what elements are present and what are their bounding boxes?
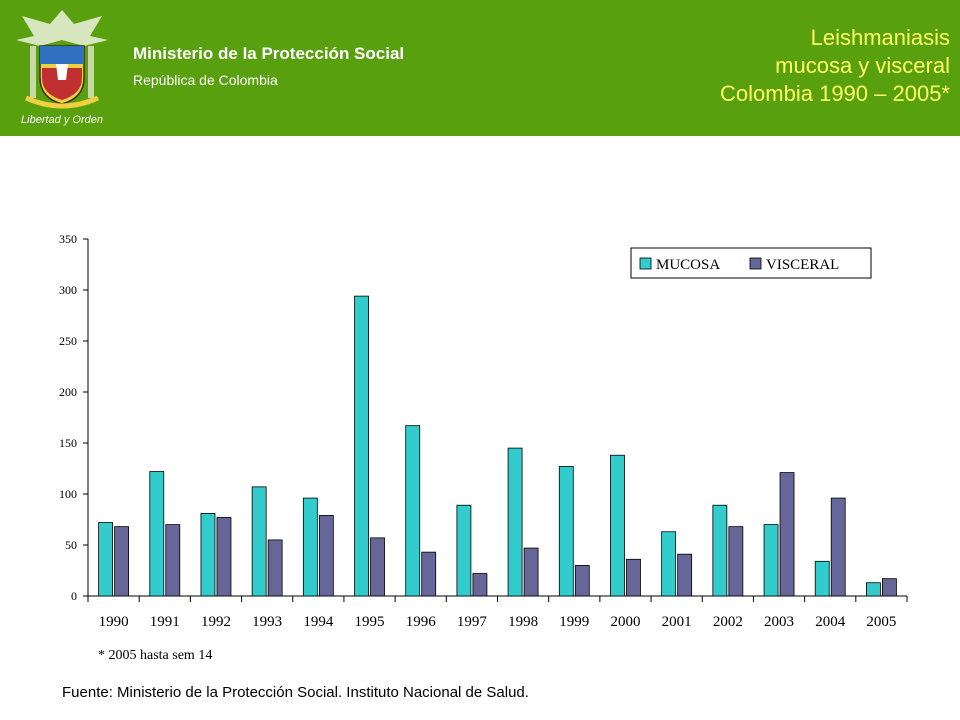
- bar-visceral: [114, 526, 129, 597]
- y-tick-label: 150: [59, 436, 77, 450]
- x-tick-label: 1996: [406, 614, 437, 630]
- footnote: * 2005 hasta sem 14: [98, 648, 213, 663]
- bar-visceral: [370, 537, 385, 597]
- y-tick-label: 200: [59, 385, 77, 399]
- bar-visceral: [267, 539, 283, 597]
- x-tick-label: 1990: [99, 614, 129, 630]
- x-tick-label: 2001: [662, 614, 692, 630]
- bar-mucosa: [251, 486, 267, 597]
- legend-swatch-mucosa: [639, 257, 652, 270]
- source-note: Fuente: Ministerio de la Protección Soci…: [62, 684, 529, 701]
- x-tick-label: 1995: [355, 614, 385, 630]
- republic-name: República de Colombia: [133, 72, 278, 88]
- bar-visceral: [574, 565, 590, 597]
- bar-mucosa: [866, 582, 881, 597]
- legend-label-mucosa: MUCOSA: [656, 257, 720, 273]
- legend-swatch-visceral: [749, 257, 762, 270]
- bar-mucosa: [149, 471, 165, 597]
- legend-label-visceral: VISCERAL: [766, 257, 839, 273]
- bar-visceral: [626, 558, 641, 597]
- x-tick-label: 1998: [508, 614, 538, 630]
- bar-mucosa: [558, 466, 574, 597]
- bar-visceral: [318, 515, 334, 597]
- title-line-2: mucosa y visceral: [775, 53, 950, 78]
- x-tick-label: 2004: [815, 614, 846, 630]
- bar-visceral: [165, 524, 181, 597]
- bar-visceral: [728, 526, 744, 597]
- x-tick-label: 2002: [713, 614, 743, 630]
- y-tick-label: 0: [71, 589, 77, 603]
- bar-visceral: [472, 573, 488, 597]
- x-tick-label: 2005: [866, 614, 896, 630]
- header-banner: Libertad y Orden Ministerio de la Protec…: [0, 0, 960, 136]
- bar-visceral: [830, 497, 846, 597]
- bar-mucosa: [200, 512, 216, 597]
- coat-of-arms-logo: Libertad y Orden: [16, 10, 108, 126]
- bar-visceral: [779, 472, 795, 597]
- y-tick-label: 300: [59, 283, 77, 297]
- bar-mucosa: [405, 425, 421, 597]
- title-line-1: Leishmaniasis: [810, 25, 950, 50]
- bar-mucosa: [507, 447, 523, 597]
- x-tick-label: 2003: [764, 614, 794, 630]
- bar-mucosa: [354, 295, 369, 597]
- bar-mucosa: [661, 531, 677, 597]
- slide-title: Leishmaniasis mucosa y visceral Colombia…: [720, 24, 950, 108]
- bar-visceral: [216, 517, 232, 597]
- title-line-3: Colombia 1990 – 2005*: [720, 81, 950, 106]
- x-tick-label: 1991: [150, 614, 180, 630]
- x-tick-label: 1992: [201, 614, 231, 630]
- bar-mucosa: [98, 522, 113, 597]
- ministry-name: Ministerio de la Protección Social: [133, 44, 405, 63]
- x-tick-label: 1997: [457, 614, 488, 630]
- bar-mucosa: [456, 504, 472, 597]
- bar-visceral: [677, 553, 693, 597]
- bar-mucosa: [302, 497, 318, 597]
- x-tick-label: 2000: [610, 614, 640, 630]
- bar-mucosa: [610, 454, 625, 597]
- bar-visceral: [882, 578, 897, 597]
- bar-mucosa: [763, 524, 779, 597]
- bar-mucosa: [814, 560, 830, 597]
- y-tick-label: 250: [59, 334, 77, 348]
- x-tick-label: 1993: [252, 614, 282, 630]
- y-tick-label: 100: [59, 487, 77, 501]
- bar-visceral: [421, 551, 437, 597]
- bar-visceral: [523, 547, 539, 597]
- x-tick-label: 1999: [559, 614, 589, 630]
- y-tick-label: 350: [59, 232, 77, 246]
- x-tick-label: 1994: [303, 614, 334, 630]
- logo-motto: Libertad y Orden: [21, 114, 103, 126]
- bar-mucosa: [712, 504, 728, 597]
- y-tick-label: 50: [65, 538, 77, 552]
